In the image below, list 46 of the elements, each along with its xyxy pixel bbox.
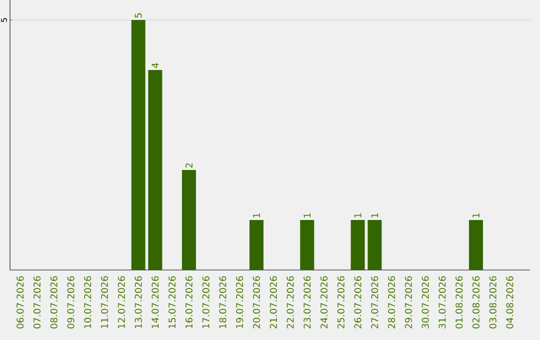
x-tick-label: 15.07.2026 <box>168 276 176 328</box>
data-label: 5 <box>134 13 142 18</box>
x-tick-label: 10.07.2026 <box>84 276 92 328</box>
data-label: 1 <box>371 213 378 218</box>
x-tick-label: 19.07.2026 <box>236 276 244 328</box>
x-tick-label: 31.07.2026 <box>438 276 446 328</box>
bar <box>182 170 196 270</box>
x-tick-label: 14.07.2026 <box>152 276 159 328</box>
x-tick-label: 16.07.2026 <box>185 276 192 328</box>
bar <box>468 220 483 270</box>
x-tick-label: 02.08.2026 <box>472 276 480 328</box>
x-tick-label: 08.07.2026 <box>50 276 58 328</box>
x-tick-label: 04.08.2026 <box>506 276 514 328</box>
x-tick-label: 11.07.2026 <box>101 276 108 328</box>
x-tick-label: 25.07.2026 <box>337 276 344 328</box>
x-tick-label: 09.07.2026 <box>67 276 74 328</box>
x-tick-label: 21.07.2026 <box>270 276 277 328</box>
x-tick-label: 20.07.2026 <box>252 276 260 328</box>
x-tick-label: 12.07.2026 <box>118 276 125 328</box>
data-label: 1 <box>472 213 480 218</box>
x-tick-label: 06.07.2026 <box>16 276 24 328</box>
x-tick-label: 27.07.2026 <box>371 276 378 328</box>
x-tick-label: 28.07.2026 <box>388 276 396 328</box>
bar <box>368 220 382 270</box>
x-tick-label: 18.07.2026 <box>219 276 226 328</box>
bar <box>249 220 264 270</box>
data-label: 4 <box>152 62 159 68</box>
x-tick-label: 13.07.2026 <box>134 276 142 328</box>
bar <box>148 70 162 270</box>
x-tick-label: 07.07.2026 <box>33 276 41 328</box>
x-tick-label: 23.07.2026 <box>304 276 311 328</box>
x-tick-label: 17.07.2026 <box>202 276 210 328</box>
x-tick-label: 26.07.2026 <box>354 276 362 328</box>
bar <box>350 220 365 270</box>
bar <box>131 20 146 270</box>
x-tick-label: 01.08.2026 <box>456 276 463 328</box>
x-tick-label: 22.07.2026 <box>286 276 294 328</box>
data-label: 1 <box>304 213 311 218</box>
bar <box>300 220 314 270</box>
x-tick-label: 03.08.2026 <box>489 276 496 328</box>
x-tick-label: 24.07.2026 <box>320 276 328 328</box>
data-label: 2 <box>186 163 192 168</box>
x-tick-label: 29.07.2026 <box>404 276 412 328</box>
x-tick-label: 30.07.2026 <box>422 276 429 328</box>
data-label: 1 <box>354 213 362 218</box>
data-label: 1 <box>253 213 260 218</box>
